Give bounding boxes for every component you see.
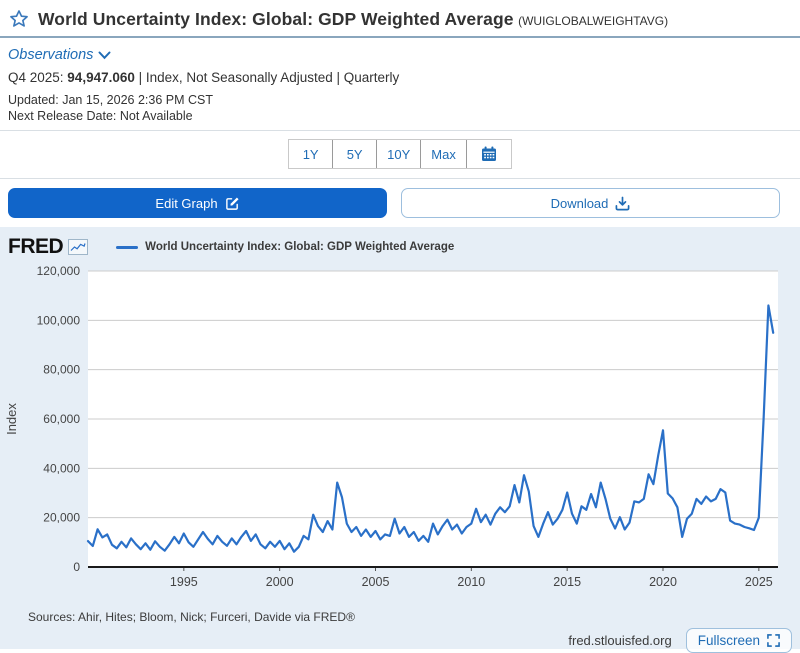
chart-panel: FRED World Uncertainty Index: Global: GD…: [0, 227, 800, 653]
fullscreen-expand-icon: [767, 634, 780, 648]
date-range-calendar-button[interactable]: [466, 140, 511, 169]
next-release-date: Next Release Date: Not Available: [8, 108, 193, 123]
range-selector-row: 1Y 5Y 10Y Max: [0, 131, 800, 178]
chevron-down-icon: [98, 51, 111, 59]
svg-text:2005: 2005: [362, 575, 390, 589]
edit-graph-label: Edit Graph: [155, 195, 218, 211]
chart-area: 0 20,000 40,000 60,000 80,000 100,000 120,000 1…: [0, 259, 800, 604]
range-button-1y[interactable]: 1Y: [289, 140, 334, 169]
download-label: Download: [550, 195, 609, 211]
site-url: fred.stlouisfed.org: [568, 633, 672, 649]
observations-label: Observations: [8, 47, 94, 63]
favorite-star-icon[interactable]: [8, 8, 30, 30]
series-id: (WUIGLOBALWEIGHTAVG): [518, 13, 669, 28]
fullscreen-label: Fullscreen: [697, 633, 760, 649]
meta-section: Observations Q4 2025: 94,947.060 | Index…: [0, 38, 800, 130]
chart-plot[interactable]: 0 20,000 40,000 60,000 80,000 100,000 120,000 1…: [0, 259, 796, 599]
observation-period: Q4 2025:: [8, 70, 68, 85]
range-button-max[interactable]: Max: [421, 140, 467, 169]
svg-text:40,000: 40,000: [43, 462, 80, 476]
svg-text:20,000: 20,000: [43, 511, 80, 525]
chart-brand-row: FRED World Uncertainty Index: Global: GD…: [0, 233, 800, 259]
svg-text:100,000: 100,000: [37, 314, 81, 328]
page-title: World Uncertainty Index: Global: GDP Wei…: [38, 9, 668, 30]
observations-link[interactable]: Observations: [8, 47, 111, 63]
updated-timestamp: Updated: Jan 15, 2026 2:36 PM CST: [8, 93, 213, 107]
page-header: World Uncertainty Index: Global: GDP Wei…: [0, 0, 800, 36]
svg-text:2025: 2025: [745, 575, 773, 589]
svg-text:2010: 2010: [457, 575, 485, 589]
svg-text:80,000: 80,000: [43, 363, 80, 377]
range-selector-group: 1Y 5Y 10Y Max: [288, 139, 512, 170]
legend-label: World Uncertainty Index: Global: GDP Wei…: [145, 241, 455, 254]
observation-value: 94,947.060: [67, 70, 135, 85]
title-divider: [0, 36, 800, 38]
svg-text:2000: 2000: [266, 575, 294, 589]
latest-observation: Q4 2025: 94,947.060 | Index, Not Seasona…: [8, 70, 790, 85]
svg-text:60,000: 60,000: [43, 412, 80, 426]
calendar-icon: [481, 146, 496, 162]
fred-sparkline-icon: [68, 239, 89, 256]
svg-text:1995: 1995: [170, 575, 198, 589]
edit-pencil-icon: [225, 197, 239, 210]
panel-footer: fred.stlouisfed.org Fullscreen: [0, 624, 800, 653]
divider-below-ranges: [0, 178, 800, 180]
svg-text:2020: 2020: [649, 575, 677, 589]
svg-text:120,000: 120,000: [37, 264, 81, 278]
download-icon: [615, 196, 630, 211]
legend-line-swatch: [116, 245, 139, 249]
action-buttons-row: Edit Graph Download: [0, 179, 800, 227]
fullscreen-button[interactable]: Fullscreen: [685, 628, 792, 653]
svg-text:0: 0: [73, 560, 80, 574]
range-button-10y[interactable]: 10Y: [377, 140, 422, 169]
observation-units: | Index, Not Seasonally Adjusted | Quart…: [134, 70, 400, 85]
svg-text:Index: Index: [4, 403, 19, 435]
chart-sources: Sources: Ahir, Hites; Bloom, Nick; Furce…: [28, 610, 355, 625]
divider-above-ranges: [0, 130, 800, 132]
download-button[interactable]: Download: [401, 188, 780, 219]
series-title: World Uncertainty Index: Global: GDP Wei…: [38, 8, 514, 29]
range-button-5y[interactable]: 5Y: [333, 140, 378, 169]
edit-graph-button[interactable]: Edit Graph: [8, 188, 387, 219]
fred-logo: FRED: [8, 235, 64, 259]
chart-legend: World Uncertainty Index: Global: GDP Wei…: [116, 241, 454, 253]
svg-text:2015: 2015: [553, 575, 581, 589]
